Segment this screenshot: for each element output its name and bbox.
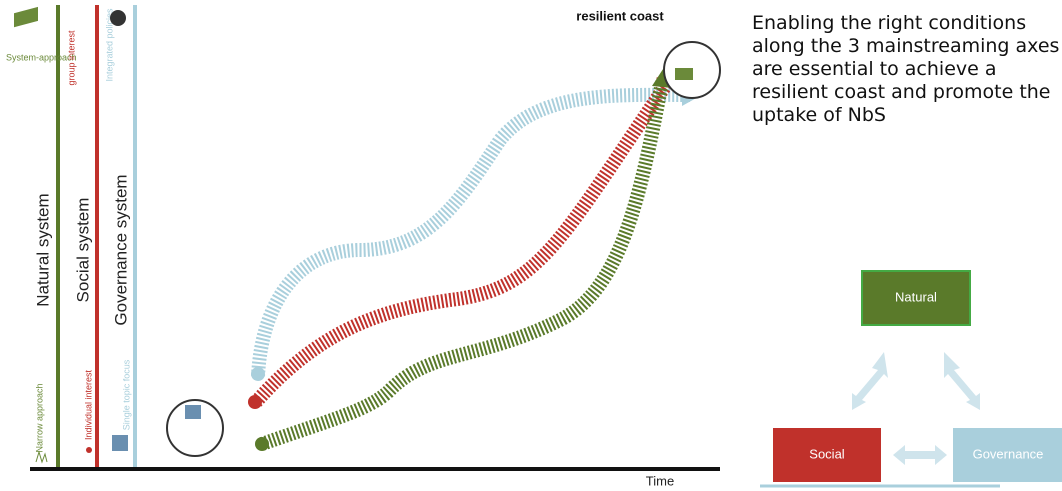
social-box bbox=[773, 428, 881, 482]
start-circle bbox=[166, 399, 224, 457]
axis-bottom-label: Narrow approach bbox=[34, 383, 44, 452]
axis-top-label: Integrated policies bbox=[104, 8, 114, 82]
axis-bottom-label: Individual interest bbox=[83, 369, 93, 440]
start-dot bbox=[251, 367, 265, 381]
icon bbox=[185, 405, 201, 419]
statement: Enabling the right conditions along the … bbox=[752, 12, 1060, 126]
icon bbox=[110, 10, 126, 26]
goal-label: resilient coast bbox=[576, 8, 664, 23]
axis-top-label: group interest bbox=[66, 30, 76, 86]
icon bbox=[675, 68, 693, 80]
natural-path bbox=[259, 80, 669, 451]
icon bbox=[86, 447, 92, 453]
axis-label: Natural system bbox=[33, 193, 52, 306]
icon bbox=[14, 6, 38, 28]
icon bbox=[112, 435, 128, 451]
box-label: Governance bbox=[973, 446, 1044, 461]
box-label: Natural bbox=[895, 289, 937, 304]
start-dot bbox=[255, 437, 269, 451]
governance-path bbox=[251, 87, 691, 377]
axis-label: Governance system bbox=[111, 174, 130, 325]
arrows bbox=[852, 352, 980, 465]
box-label: Social bbox=[809, 446, 845, 461]
governance-box bbox=[953, 428, 1062, 482]
natural-box bbox=[861, 270, 971, 326]
time-label: Time bbox=[646, 473, 674, 488]
axis-bottom-label: Single topic focus bbox=[121, 359, 131, 430]
icon bbox=[35, 450, 48, 464]
start-dot bbox=[248, 395, 262, 409]
axis-label: Social system bbox=[73, 198, 92, 303]
axis-top-label: System-approach bbox=[6, 52, 77, 62]
